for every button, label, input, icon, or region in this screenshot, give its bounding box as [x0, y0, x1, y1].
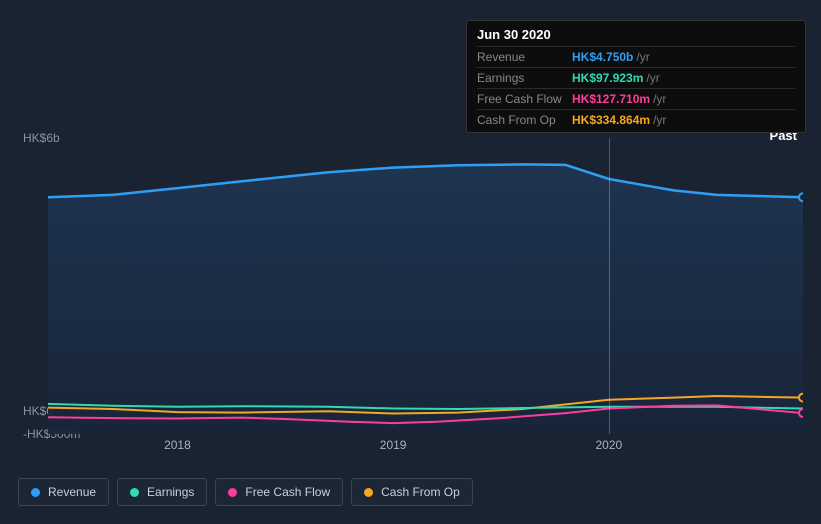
legend-label: Cash From Op — [381, 485, 460, 499]
tooltip-row-unit: /yr — [653, 92, 666, 106]
tooltip-row-label: Revenue — [477, 50, 572, 64]
tooltip-row-unit: /yr — [646, 71, 659, 85]
legend-dot — [228, 488, 237, 497]
plot-area[interactable] — [48, 138, 803, 434]
legend-dot — [130, 488, 139, 497]
legend-item-free-cash-flow[interactable]: Free Cash Flow — [215, 478, 343, 506]
series-end-marker-free_cash_flow — [799, 409, 803, 417]
legend-label: Free Cash Flow — [245, 485, 330, 499]
tooltip-row: EarningsHK$97.923m/yr — [477, 67, 795, 88]
tooltip-row: Free Cash FlowHK$127.710m/yr — [477, 88, 795, 109]
series-end-marker-cash_from_op — [799, 394, 803, 402]
tooltip-date: Jun 30 2020 — [477, 27, 795, 42]
legend-item-revenue[interactable]: Revenue — [18, 478, 109, 506]
x-axis-label: 2020 — [595, 438, 622, 452]
legend-label: Earnings — [147, 485, 194, 499]
tooltip-row-label: Cash From Op — [477, 113, 572, 127]
tooltip-row-unit: /yr — [636, 50, 649, 64]
tooltip-row-unit: /yr — [653, 113, 666, 127]
x-axis-label: 2019 — [380, 438, 407, 452]
cursor-line — [609, 138, 610, 434]
chart-area: HK$6bHK$0-HK$500m 201820192020 — [18, 120, 803, 464]
tooltip-row: RevenueHK$4.750b/yr — [477, 46, 795, 67]
legend: Revenue Earnings Free Cash Flow Cash From O… — [18, 478, 473, 506]
series-end-marker-revenue — [799, 193, 803, 201]
tooltip-row-value: HK$127.710m — [572, 92, 650, 106]
legend-item-cash-from-op[interactable]: Cash From Op — [351, 478, 473, 506]
tooltip-row-label: Earnings — [477, 71, 572, 85]
series-area-revenue — [48, 164, 803, 434]
chart-tooltip: Jun 30 2020 RevenueHK$4.750b/yrEarningsH… — [466, 20, 806, 133]
legend-item-earnings[interactable]: Earnings — [117, 478, 207, 506]
tooltip-row-value: HK$97.923m — [572, 71, 643, 85]
x-axis: 2018 2019 2020 — [48, 438, 803, 454]
tooltip-row-value: HK$4.750b — [572, 50, 633, 64]
legend-dot — [364, 488, 373, 497]
tooltip-row: Cash From OpHK$334.864m/yr — [477, 109, 795, 130]
legend-label: Revenue — [48, 485, 96, 499]
x-axis-label: 2018 — [164, 438, 191, 452]
tooltip-row-label: Free Cash Flow — [477, 92, 572, 106]
tooltip-row-value: HK$334.864m — [572, 113, 650, 127]
legend-dot — [31, 488, 40, 497]
